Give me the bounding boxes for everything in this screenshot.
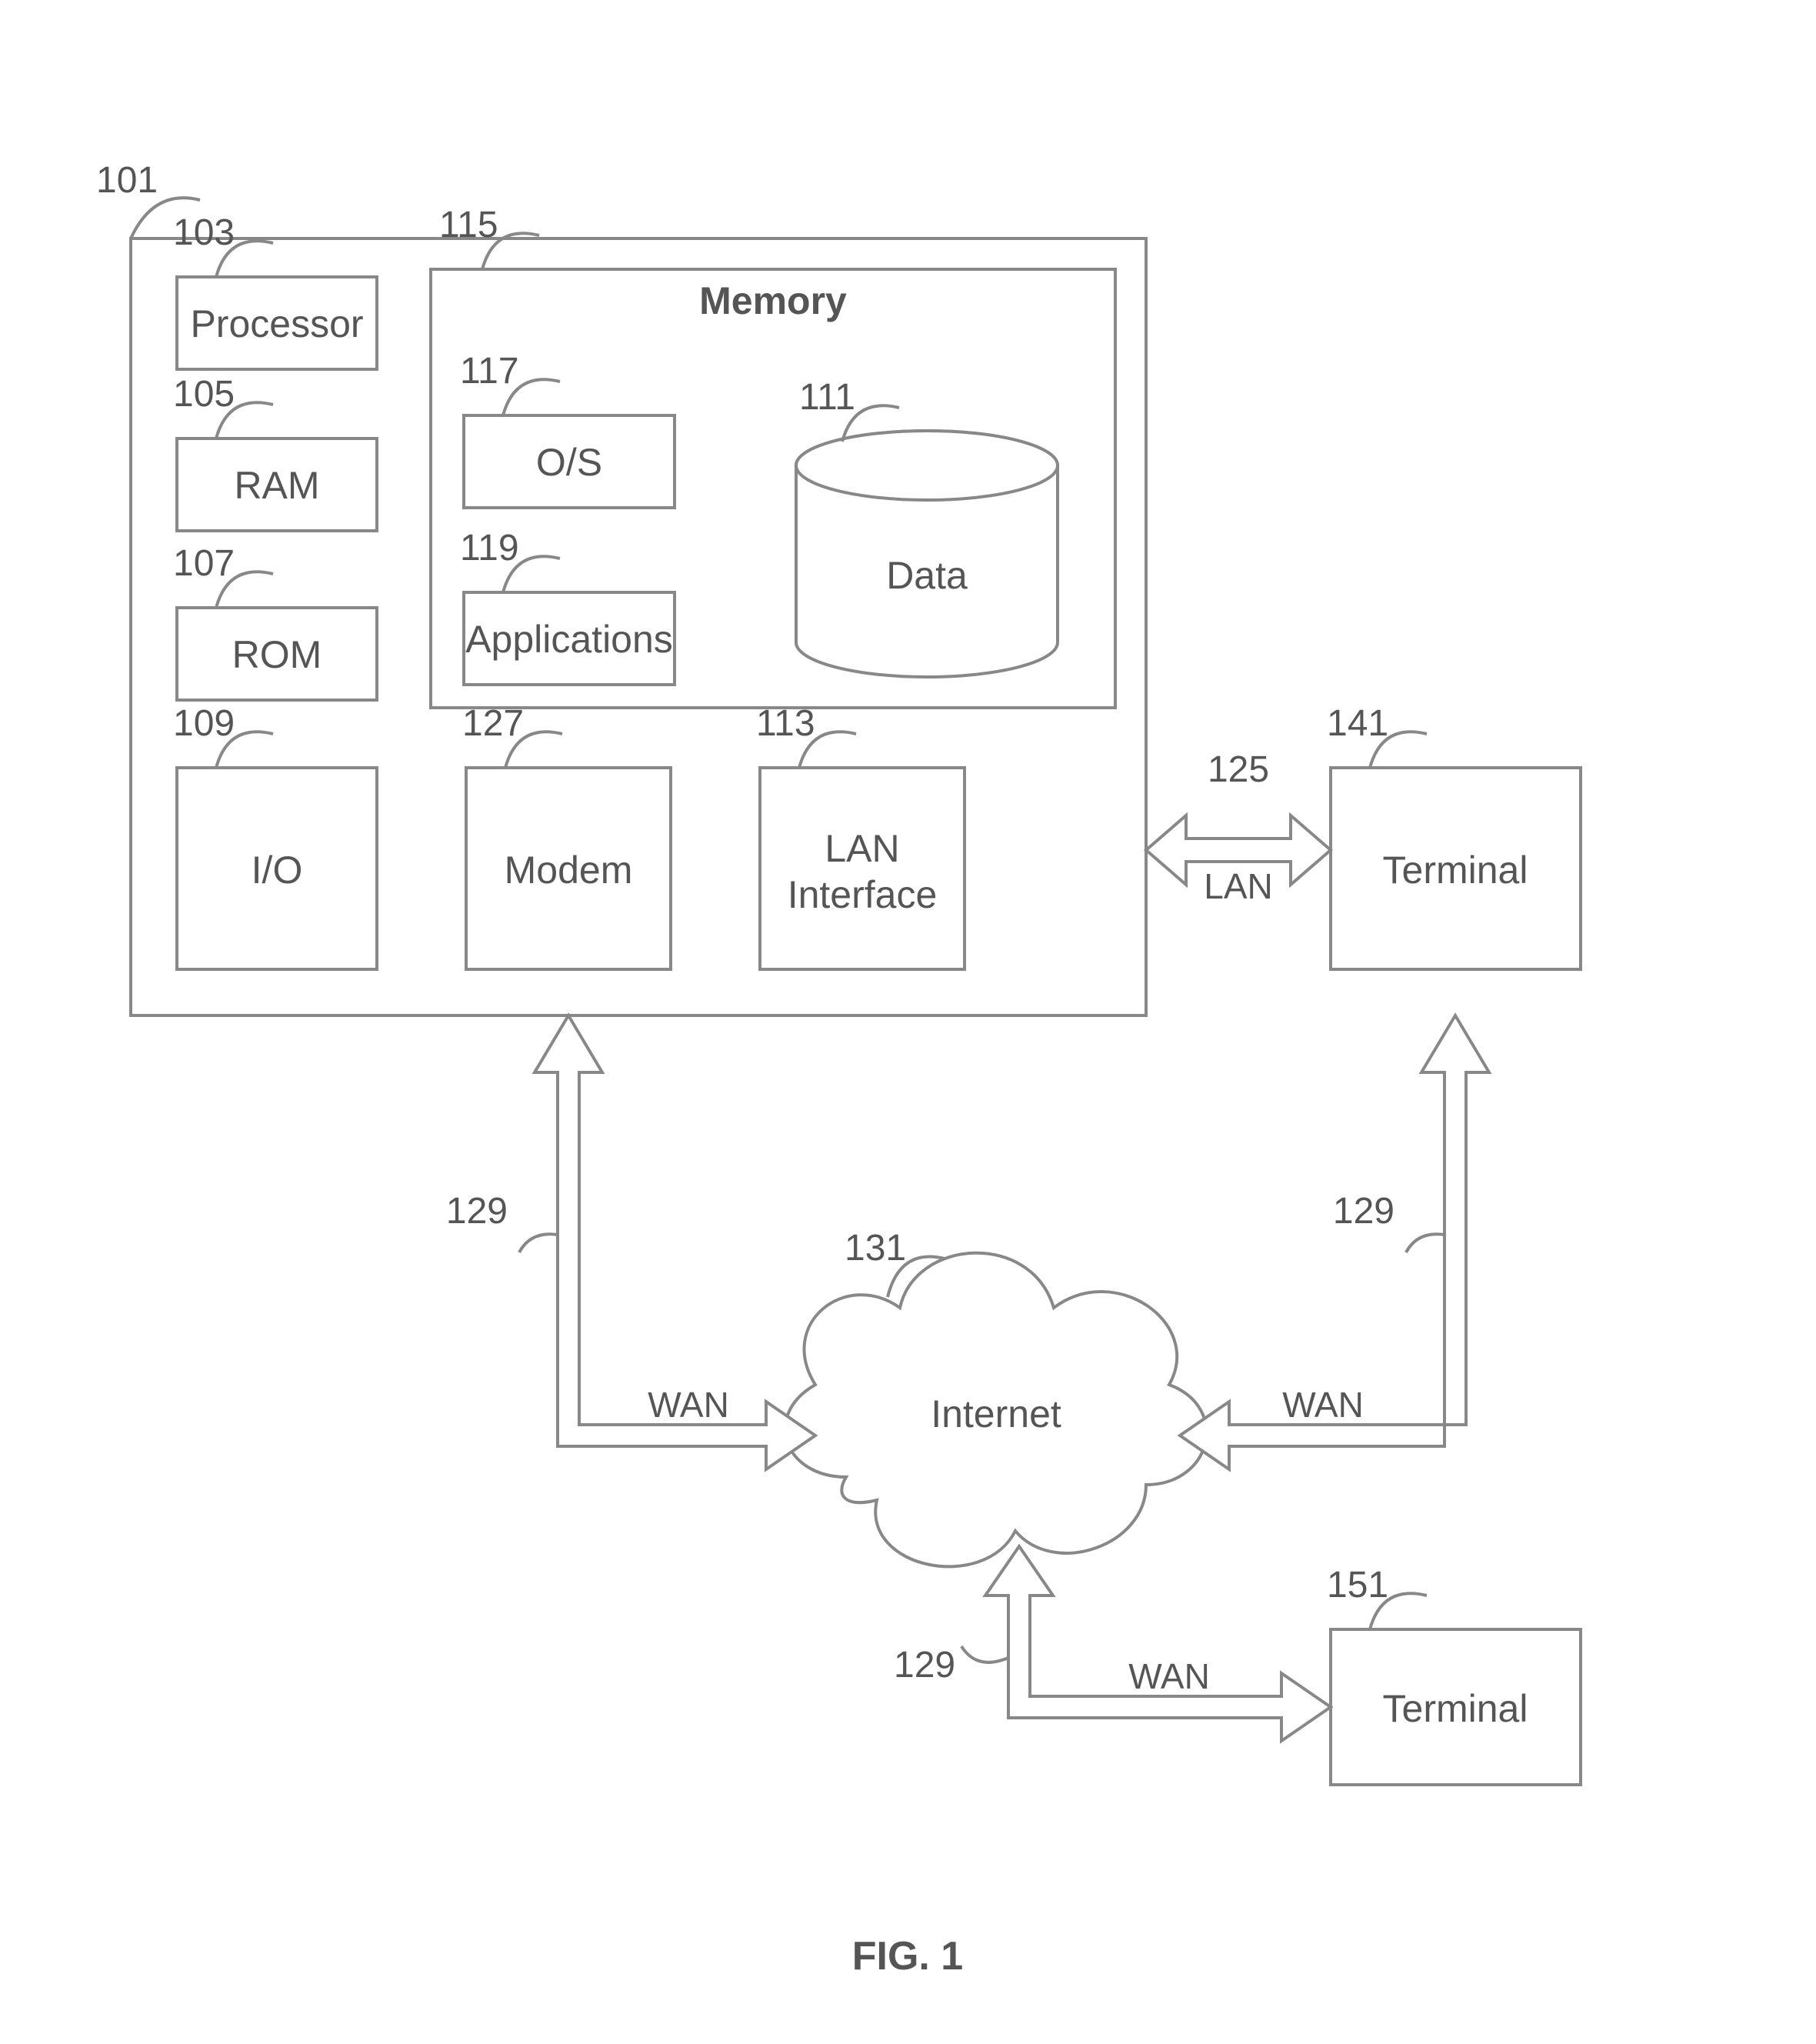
terminal1-label: Terminal: [1383, 849, 1528, 892]
ref-129c: 129: [894, 1645, 955, 1686]
ref-113: 113: [756, 703, 815, 744]
lan-arrow-label: LAN: [1204, 866, 1272, 906]
os-label: O/S: [536, 441, 602, 484]
ref-141: 141: [1327, 703, 1388, 744]
ref-119: 119: [460, 528, 519, 569]
terminal2-label: Terminal: [1383, 1687, 1528, 1730]
ref-127: 127: [462, 703, 524, 744]
ref-109: 109: [173, 703, 235, 744]
ref-111: 111: [799, 377, 855, 418]
ref-115: 115: [439, 205, 498, 245]
ref-107: 107: [173, 543, 235, 584]
ref-151: 151: [1327, 1565, 1388, 1606]
modem-label: Modem: [505, 849, 633, 892]
ref-103: 103: [173, 212, 235, 253]
lan-interface-label-line2: Interface: [788, 873, 938, 916]
ref-129b: 129: [1333, 1191, 1394, 1232]
ref-lead-129a: [519, 1234, 558, 1252]
ref-117: 117: [460, 351, 519, 392]
wan-terminal2-arrow: [985, 1546, 1331, 1741]
ref-101: 101: [96, 160, 158, 201]
io-label: I/O: [252, 849, 303, 892]
ref-125: 125: [1208, 749, 1269, 790]
wan-terminal2-label: WAN: [1128, 1656, 1210, 1696]
wan-modem-label: WAN: [648, 1385, 729, 1425]
rom-label: ROM: [232, 633, 322, 676]
ref-131: 131: [845, 1228, 906, 1269]
data-label: Data: [886, 554, 968, 597]
figure-title: FIG. 1: [852, 1934, 963, 1979]
internet-label: Internet: [931, 1392, 1061, 1435]
wan-terminal1-label: WAN: [1282, 1385, 1364, 1425]
ref-lead-129c: [961, 1646, 1008, 1662]
lan-interface-label-line1: LAN: [825, 827, 899, 870]
ref-105: 105: [173, 374, 235, 415]
memory-label: Memory: [699, 279, 847, 322]
applications-label: Applications: [465, 618, 673, 661]
ref-lead-129b: [1406, 1234, 1444, 1252]
ref-129a: 129: [446, 1191, 508, 1232]
processor-label: Processor: [190, 302, 363, 345]
ram-label: RAM: [234, 464, 319, 507]
